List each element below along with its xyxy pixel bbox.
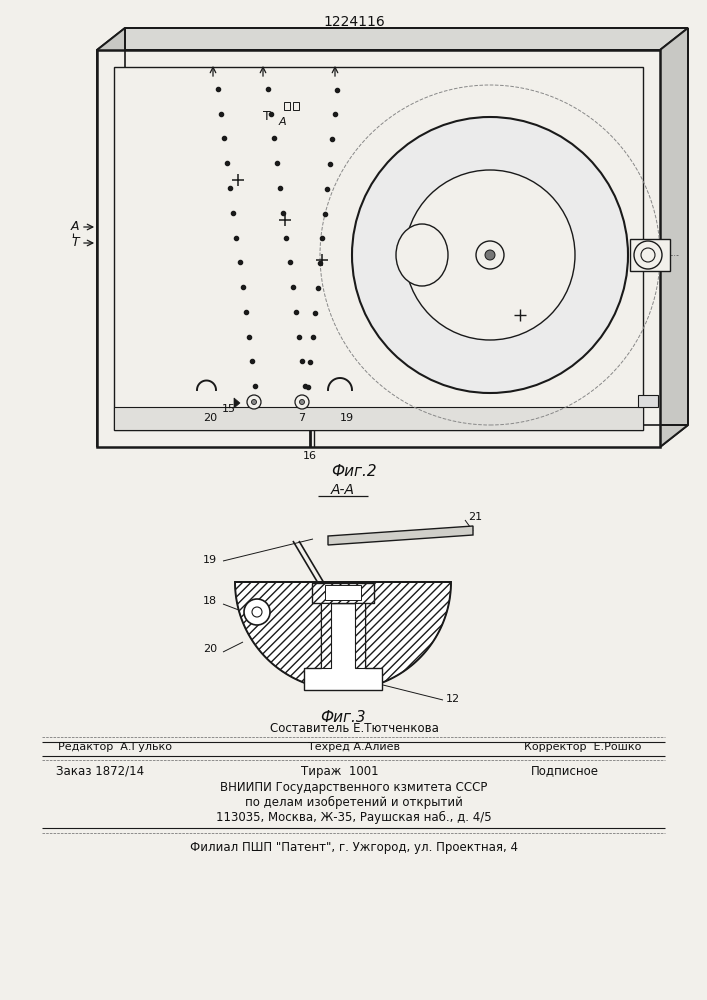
Circle shape <box>252 607 262 617</box>
Bar <box>325 585 361 600</box>
Circle shape <box>252 399 257 404</box>
Text: ВНИИПИ Государственного кзмитета СССР: ВНИИПИ Государственного кзмитета СССР <box>221 780 488 794</box>
Bar <box>114 407 643 430</box>
Bar <box>284 102 290 110</box>
Circle shape <box>247 395 261 409</box>
Polygon shape <box>234 398 240 408</box>
Circle shape <box>244 599 270 625</box>
Text: Корректор  Е.Рошко: Корректор Е.Рошко <box>525 742 642 752</box>
Text: 20: 20 <box>203 413 217 423</box>
Text: A: A <box>278 117 286 127</box>
Polygon shape <box>97 28 688 50</box>
Polygon shape <box>312 583 374 603</box>
Text: А-А: А-А <box>331 483 355 497</box>
Text: по делам изобретений и открытий: по делам изобретений и открытий <box>245 795 463 809</box>
Text: 1224116: 1224116 <box>323 15 385 29</box>
Circle shape <box>641 248 655 262</box>
Polygon shape <box>660 28 688 447</box>
Text: 20: 20 <box>203 644 217 654</box>
Text: 21: 21 <box>468 512 482 522</box>
Polygon shape <box>328 526 473 545</box>
Bar <box>293 102 299 110</box>
Polygon shape <box>304 603 382 690</box>
Polygon shape <box>235 582 451 690</box>
Circle shape <box>634 241 662 269</box>
Text: 16: 16 <box>303 451 317 461</box>
Text: 7: 7 <box>298 413 305 423</box>
Text: 18: 18 <box>203 596 217 606</box>
Ellipse shape <box>396 224 448 286</box>
Circle shape <box>300 399 305 404</box>
Text: A: A <box>71 221 79 233</box>
Polygon shape <box>355 603 365 668</box>
Text: 12: 12 <box>446 694 460 704</box>
Text: Заказ 1872/14: Заказ 1872/14 <box>56 764 144 778</box>
Polygon shape <box>97 425 688 447</box>
Text: 19: 19 <box>203 555 217 565</box>
Text: T: T <box>263 110 271 123</box>
Text: 113035, Москва, Ж-35, Раушская наб., д. 4/5: 113035, Москва, Ж-35, Раушская наб., д. … <box>216 810 492 824</box>
Circle shape <box>485 250 495 260</box>
Polygon shape <box>97 50 660 447</box>
Circle shape <box>405 170 575 340</box>
Text: Фиг.3: Фиг.3 <box>320 710 366 726</box>
Text: Составитель Е.Тютченкова: Составитель Е.Тютченкова <box>269 722 438 736</box>
Bar <box>638 395 658 407</box>
Polygon shape <box>97 28 125 447</box>
Text: 15: 15 <box>222 404 236 414</box>
Text: 19: 19 <box>340 413 354 423</box>
Text: Редактор  А.Гулько: Редактор А.Гулько <box>58 742 172 752</box>
Text: Техред А.Алиев: Техред А.Алиев <box>308 742 400 752</box>
Bar <box>114 67 643 430</box>
Circle shape <box>352 117 628 393</box>
Text: Фиг.2: Фиг.2 <box>331 464 377 480</box>
Text: Тираж  1001: Тираж 1001 <box>301 764 379 778</box>
Text: Филиал ПШП "Патент", г. Ужгород, ул. Проектная, 4: Филиал ПШП "Патент", г. Ужгород, ул. Про… <box>190 840 518 854</box>
Circle shape <box>295 395 309 409</box>
Text: Подписное: Подписное <box>531 764 599 778</box>
Polygon shape <box>321 603 331 668</box>
Circle shape <box>476 241 504 269</box>
Text: T: T <box>71 236 78 249</box>
Bar <box>630 239 670 271</box>
